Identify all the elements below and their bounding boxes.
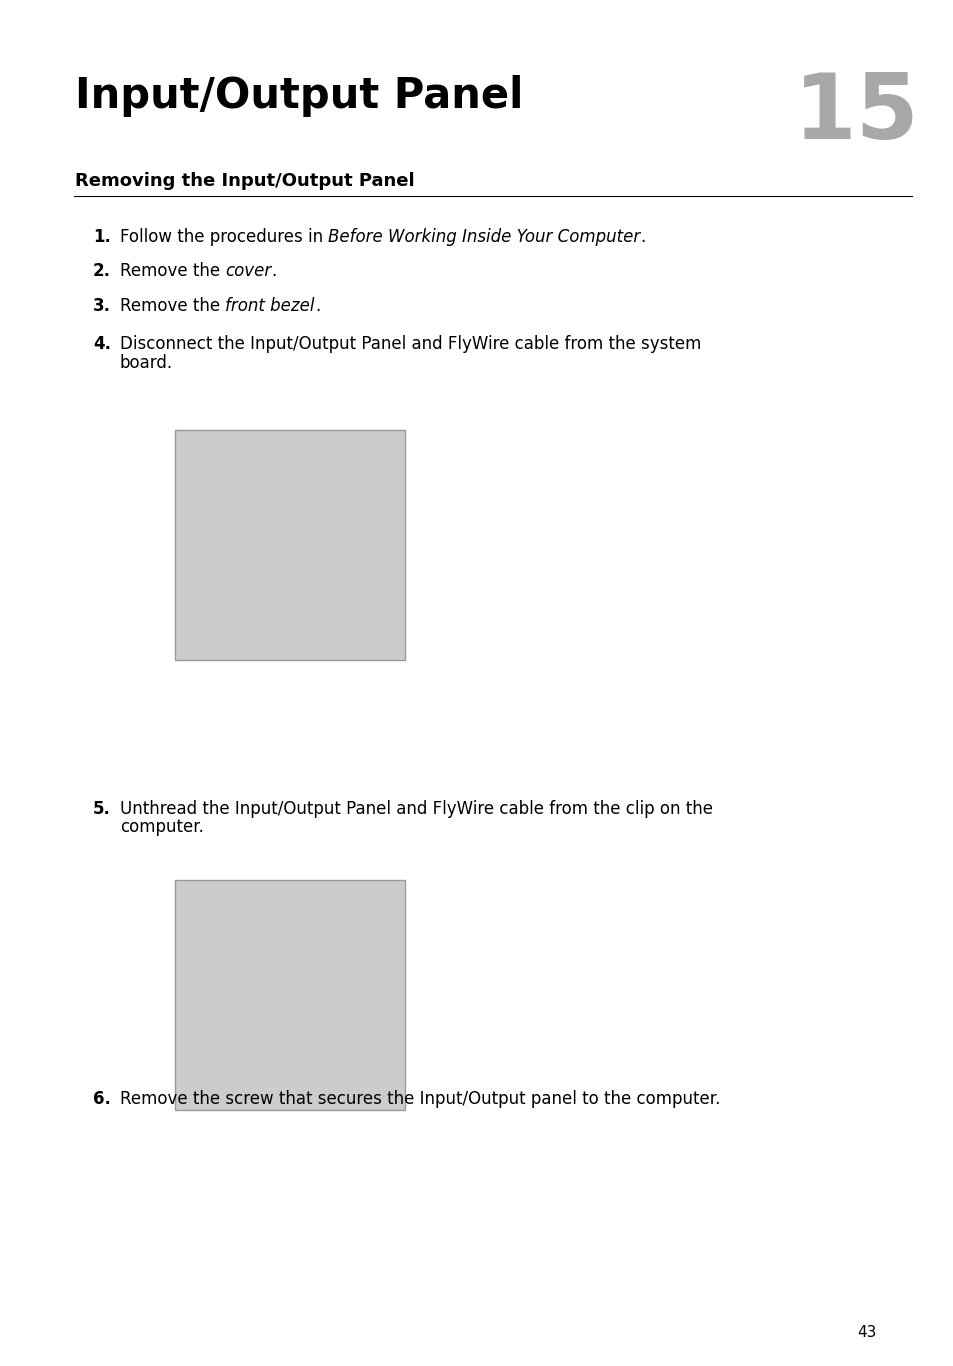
Text: .: . [314, 296, 320, 316]
Text: .: . [640, 228, 645, 246]
Text: board.: board. [120, 354, 172, 372]
Text: Remove the: Remove the [120, 296, 225, 316]
Text: 2.: 2. [92, 262, 111, 280]
Text: front bezel: front bezel [225, 296, 314, 316]
Text: .: . [272, 262, 276, 280]
Text: 3.: 3. [92, 296, 111, 316]
Text: 6.: 6. [92, 1090, 111, 1108]
Text: 4.: 4. [92, 335, 111, 352]
Text: computer.: computer. [120, 818, 204, 836]
Text: Input/Output Panel: Input/Output Panel [75, 75, 523, 117]
Text: 1.: 1. [92, 228, 111, 246]
Text: 43: 43 [857, 1325, 876, 1340]
Bar [174, 430, 405, 660]
Text: 15: 15 [794, 70, 919, 158]
Text: Removing the Input/Output Panel: Removing the Input/Output Panel [75, 172, 415, 190]
Text: Before Working Inside Your Computer: Before Working Inside Your Computer [328, 228, 640, 246]
Text: Remove the: Remove the [120, 262, 225, 280]
Text: Follow the procedures in: Follow the procedures in [120, 228, 328, 246]
Text: Unthread the Input/Output Panel and FlyWire cable from the clip on the: Unthread the Input/Output Panel and FlyW… [120, 800, 712, 818]
Text: cover: cover [225, 262, 272, 280]
Text: Remove the screw that secures the Input/Output panel to the computer.: Remove the screw that secures the Input/… [120, 1090, 720, 1108]
Bar [174, 880, 405, 1111]
Text: 5.: 5. [92, 800, 111, 818]
Text: Disconnect the Input/Output Panel and FlyWire cable from the system: Disconnect the Input/Output Panel and Fl… [120, 335, 700, 352]
